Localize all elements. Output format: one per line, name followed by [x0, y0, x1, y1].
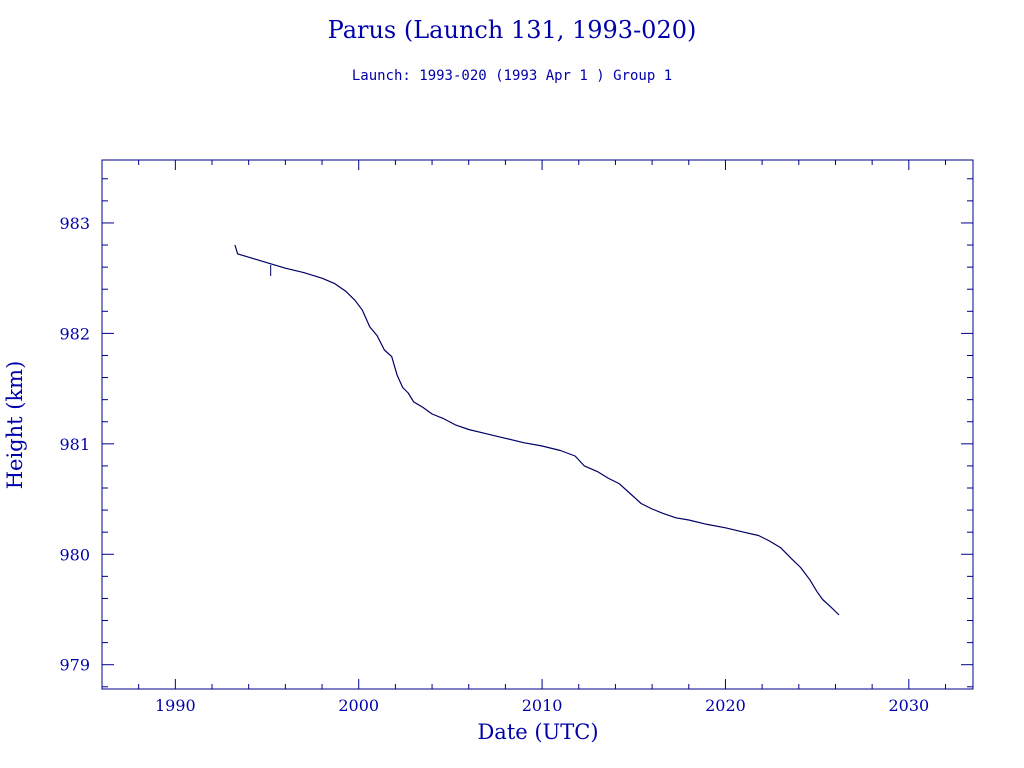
y-tick-label: 979	[59, 656, 90, 675]
x-tick-label: 2010	[522, 696, 563, 715]
x-tick-label: 1990	[155, 696, 196, 715]
y-tick-label: 982	[59, 324, 90, 343]
plot-frame	[101, 159, 974, 690]
y-tick-label: 981	[59, 435, 90, 454]
chart-subtitle: Launch: 1993-020 (1993 Apr 1 ) Group 1	[352, 68, 672, 84]
y-axis-label: Height (km)	[3, 361, 27, 490]
y-axis: 979 980 981 982 983	[59, 178, 973, 688]
x-tick-label: 2030	[888, 696, 929, 715]
x-axis: 1990 2000 2010 2020 2030	[101, 160, 946, 715]
x-tick-label: 2020	[705, 696, 746, 715]
y-tick-label: 983	[59, 214, 90, 233]
series-group	[234, 244, 840, 616]
plot-frame-group	[101, 159, 974, 690]
y-tick-label: 980	[59, 545, 90, 564]
series-line	[234, 244, 840, 616]
x-axis-label: Date (UTC)	[477, 720, 598, 744]
chart-title: Parus (Launch 131, 1993-020)	[328, 16, 697, 44]
x-tick-label: 2000	[338, 696, 379, 715]
